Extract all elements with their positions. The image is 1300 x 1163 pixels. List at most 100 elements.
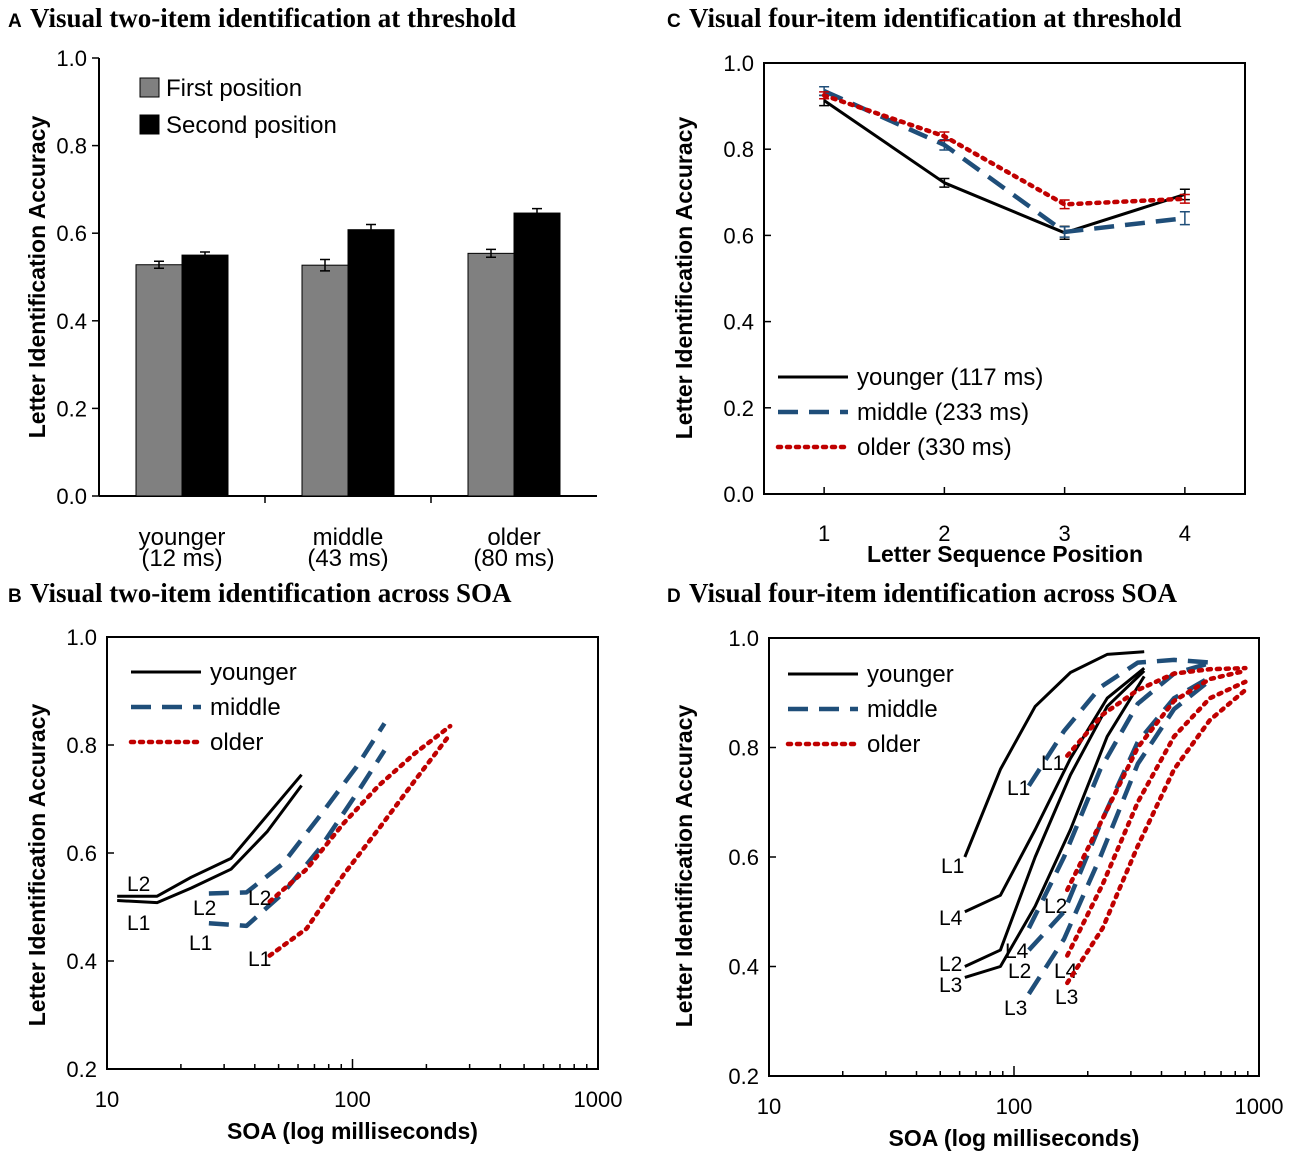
- y-axis-label-b: Letter Identification Accuracy: [24, 704, 50, 1027]
- curve-label-older-l1: L1: [248, 948, 271, 971]
- y-tick-label-a: 0.0: [56, 484, 87, 509]
- curve-label-younger-l4: L4: [939, 907, 963, 930]
- legend-label-younger: younger (117 ms): [857, 364, 1043, 391]
- y-tick-label-b: 0.2: [66, 1057, 97, 1082]
- curve-label-younger-l2: L2: [939, 953, 962, 976]
- curve-younger-l1: [117, 784, 303, 905]
- x-tick-label-c: 4: [1179, 521, 1191, 546]
- curve-older-l2: [1065, 668, 1248, 893]
- curve-older-l1: [1065, 665, 1248, 758]
- y-tick-label-b: 0.8: [66, 733, 97, 758]
- error-bar: [154, 260, 164, 269]
- curve-label-younger-l3: L3: [939, 974, 962, 997]
- x-tick-label-d: 100: [996, 1094, 1033, 1119]
- error-bar: [320, 258, 330, 272]
- y-tick-label-d: 0.4: [728, 955, 759, 980]
- curve-younger-l4: [964, 666, 1146, 914]
- y-tick-label-a: 1.0: [56, 46, 87, 71]
- bar-second-position: [513, 212, 561, 497]
- y-tick-label-c: 0.0: [723, 482, 754, 507]
- curve-label-middle-l3: L3: [1004, 997, 1027, 1020]
- series-line-older: [821, 93, 1188, 207]
- curve-older-l4: [1065, 679, 1248, 958]
- y-tick-label-c: 0.6: [723, 223, 754, 248]
- curve-older-l1: [267, 731, 453, 958]
- category-sublabel: (12 ms): [141, 545, 222, 572]
- curve-label-middle-l1: L1: [1007, 777, 1030, 800]
- y-tick-label-a: 0.6: [56, 221, 87, 246]
- curve-younger-l3: [964, 675, 1146, 979]
- curve-middle-l2: [1026, 660, 1213, 930]
- legend-label-younger: younger: [210, 659, 297, 686]
- y-axis-label-d: Letter Identification Accuracy: [671, 705, 697, 1028]
- panel-letter-b: B: [8, 586, 22, 607]
- curve-label-younger-l1: L1: [941, 855, 964, 878]
- y-tick-label-c: 0.4: [723, 310, 754, 335]
- panel-letter-c: C: [667, 11, 681, 32]
- legend-label-first: First position: [166, 75, 302, 102]
- error-bar: [939, 131, 950, 142]
- error-bar: [1059, 199, 1070, 210]
- legend-label-second: Second position: [166, 112, 337, 139]
- curve-label-older-l2: L2: [248, 887, 271, 910]
- y-tick-label-a: 0.2: [56, 396, 87, 421]
- error-bar: [1179, 193, 1190, 204]
- bar-second-position: [347, 229, 395, 497]
- plot-frame-b: [106, 636, 599, 1070]
- plot-frame-c: [763, 62, 1246, 495]
- curve-younger-l2: [117, 773, 303, 898]
- y-tick-label-b: 0.4: [66, 949, 97, 974]
- bar-second-position: [181, 254, 229, 497]
- category-sublabel: (80 ms): [473, 545, 554, 572]
- panel-title-a: Visual two-item identification at thresh…: [30, 3, 516, 33]
- category-label: older: [487, 524, 540, 551]
- x-axis-label-d: SOA (log milliseconds): [889, 1125, 1140, 1151]
- y-tick-label-a: 0.8: [56, 134, 87, 159]
- panel-letter-d: D: [667, 586, 681, 607]
- y-tick-label-b: 1.0: [66, 625, 97, 650]
- legend-label-older: older: [210, 729, 263, 756]
- bar-first-position: [135, 264, 183, 497]
- legend-label-younger: younger: [867, 661, 954, 688]
- curve-label-middle-l1: L1: [189, 932, 212, 955]
- x-tick-label-d: 1000: [1235, 1094, 1284, 1119]
- curve-label-middle-l2: L2: [193, 897, 216, 920]
- bar-first-position: [467, 252, 515, 497]
- x-tick-label-b: 1000: [574, 1087, 623, 1112]
- x-tick-label-b: 100: [334, 1087, 371, 1112]
- y-tick-label-a: 0.4: [56, 309, 87, 334]
- y-tick-label-d: 0.8: [728, 736, 759, 761]
- curve-older-l3: [1065, 687, 1248, 986]
- legend-swatch-second: [139, 114, 160, 135]
- y-tick-label-d: 0.2: [728, 1064, 759, 1089]
- curve-label-older-l1: L1: [1041, 752, 1064, 775]
- panel-title-c: Visual four-item identification at thres…: [689, 3, 1182, 33]
- category-sublabel: (43 ms): [307, 545, 388, 572]
- curve-older-l2: [267, 723, 453, 904]
- panel-letter-a: A: [8, 11, 22, 32]
- y-tick-label-b: 0.6: [66, 841, 97, 866]
- legend-label-older: older: [867, 731, 920, 758]
- y-tick-label-c: 1.0: [723, 51, 754, 76]
- curve-label-middle-l4: L4: [1005, 940, 1029, 963]
- y-tick-label-c: 0.2: [723, 396, 754, 421]
- y-tick-label-d: 1.0: [728, 626, 759, 651]
- x-tick-label-b: 10: [95, 1087, 119, 1112]
- curve-label-younger-l2: L2: [127, 873, 150, 896]
- legend-label-middle: middle: [210, 694, 281, 721]
- y-tick-label-d: 0.6: [728, 845, 759, 870]
- error-bar: [366, 223, 376, 236]
- panel-title-b: Visual two-item identification across SO…: [30, 578, 512, 608]
- error-bar: [200, 251, 210, 259]
- curve-middle-l2: [208, 722, 387, 896]
- series-line-younger: [823, 99, 1186, 235]
- error-bar: [819, 91, 830, 100]
- x-axis-label-b: SOA (log milliseconds): [227, 1118, 478, 1144]
- legend-label-middle: middle: [867, 696, 938, 723]
- category-label: middle: [313, 524, 384, 551]
- curve-middle-l3: [1026, 677, 1213, 996]
- error-bar: [486, 248, 496, 259]
- error-bar: [532, 207, 542, 219]
- curve-younger-l1: [963, 650, 1145, 858]
